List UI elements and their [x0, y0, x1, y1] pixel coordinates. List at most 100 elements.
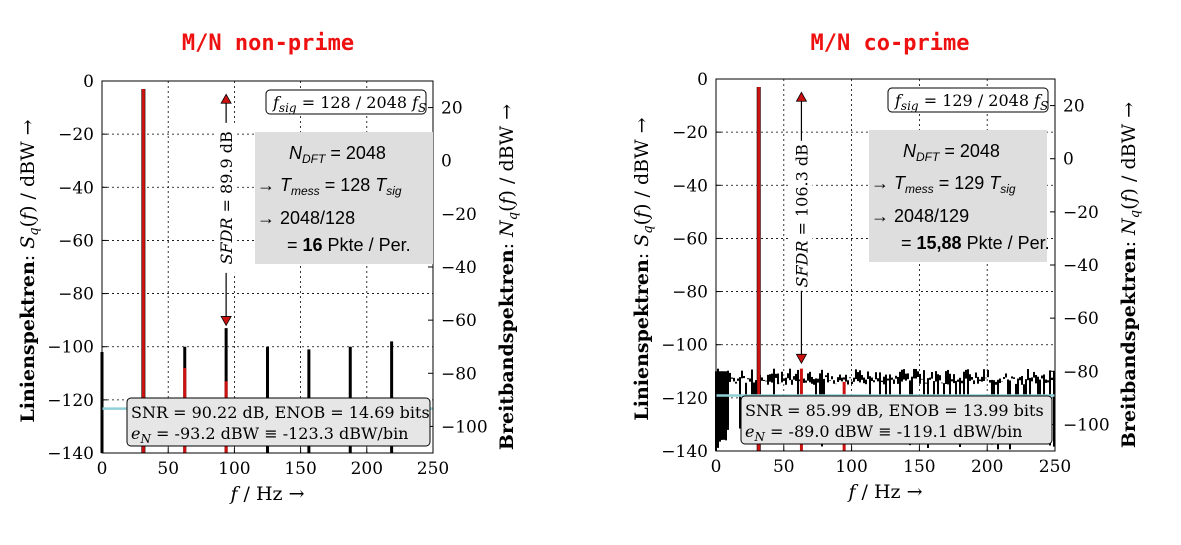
sfdr-arrow-head-up [220, 93, 232, 104]
y2-axis-label-paren: ( [1118, 202, 1140, 209]
snr-box-frame [740, 395, 1053, 445]
y2-tick-label: −60 [1063, 309, 1099, 329]
y2-tick-label: −60 [441, 311, 477, 331]
y2-axis-label-var: N [496, 219, 518, 238]
info-n-sub: DFT [916, 150, 941, 164]
y2-axis-label-word: Breitbandspektren [1118, 247, 1140, 448]
sfdr-label-bg [215, 122, 238, 273]
chart-1: M/N non-prime 0 −20 −40 −60 −80 −100 −120 −140 20… [17, 31, 521, 505]
fsig-var: f [272, 93, 282, 112]
fsig-sub: sig [901, 99, 919, 113]
x-tick-label: 150 [903, 457, 935, 477]
y2-tick-label: −20 [441, 205, 477, 225]
y-axis-label-f: f [17, 210, 39, 222]
chart-title: M/N non-prime [182, 31, 354, 56]
info-line-points: = 15,88 Pkte / Per. [901, 233, 1050, 253]
info-t2-sub: sig [386, 184, 402, 198]
snr-box: SNR = 85.99 dB, ENOB = 13.99 bits eN = -8… [740, 395, 1053, 445]
sfdr-label: SFDR = 106.3 dB [792, 144, 811, 287]
y-axis-label-unit: ) / dBW → [631, 117, 653, 211]
info-n: N [903, 141, 917, 161]
info-t2: T [989, 173, 1002, 193]
info-line-points: = 16 Pkte / Per. [287, 235, 411, 255]
y2-axis-label: Breitbandspektren: Nq(f) / dBW → [496, 104, 521, 450]
fsig-label: fsig = 129 / 2048 fS [894, 91, 1048, 113]
y-tick-label: −140 [47, 444, 94, 464]
y-tick-label: −60 [58, 231, 94, 251]
info-points-bold: 15,88 [917, 233, 962, 253]
sfdr-label-bg [790, 140, 813, 291]
fsig-box: fsig = 129 / 2048 fS [887, 87, 1049, 113]
noise-line: eN = -93.2 dBW ≡ -123.3 dBW/bin [131, 424, 408, 446]
y-axis-label-colon: : [631, 247, 653, 259]
y-axis-label-colon: : [17, 249, 39, 261]
info-eq: = [901, 233, 917, 253]
noise-value: = -93.2 dBW ≡ -123.3 dBW/bin [151, 424, 409, 443]
info-line-ndft: NDFT = 2048 [903, 141, 1000, 164]
y-axis-label-paren: ( [17, 220, 39, 227]
info-arrow: → [871, 173, 894, 193]
x-tick-label: 0 [711, 457, 722, 477]
x-tick-label: 0 [97, 459, 108, 479]
info-box-bg [869, 130, 1047, 262]
noise-value: = -89.0 dBW ≡ -119.1 dBW/bin [765, 422, 1023, 441]
y-tick-label: −20 [58, 125, 94, 145]
snr-line: SNR = 85.99 dB, ENOB = 13.99 bits [745, 401, 1044, 420]
y-axis-label-var: S [631, 234, 653, 247]
y-tick-label: −120 [661, 389, 708, 409]
sfdr-arrow: SFDR = 89.9 dB [215, 93, 238, 327]
info-box: NDFT = 2048 → Tmess = 129 Tsig → 2048/129 =… [869, 130, 1050, 262]
y-tick-label: −40 [58, 178, 94, 198]
fsig-sub: sig [279, 101, 297, 115]
y-tick-label: 0 [83, 72, 94, 92]
y-tick-label: −140 [661, 442, 708, 462]
sfdr-label-value: = 89.9 dB [217, 131, 236, 217]
y2-axis-label-word: Breitbandspektren [496, 249, 518, 450]
x-axis-label-var: f [228, 483, 240, 505]
x-axis-label-var: f [846, 481, 858, 503]
y2-axis-label: Breitbandspektren: Nq(f) / dBW → [1118, 102, 1143, 448]
fsig-value: = 129 / 2048 [919, 91, 1034, 110]
info-n-sub: DFT [302, 152, 327, 166]
info-box: NDFT = 2048 → Tmess = 128 Tsig → 2048/128 =… [255, 132, 433, 264]
fsig-value: = 128 / 2048 [297, 93, 412, 112]
y-tick-label: 0 [697, 70, 708, 90]
y2-axis-label-var: N [1118, 217, 1140, 236]
noise-var: e [131, 424, 140, 443]
sfdr-arrow-head-down [795, 353, 808, 365]
info-line-tmess: → Tmess = 128 Tsig [257, 175, 402, 198]
y-axis-label: Linienspektren: Sq(f) / dBW → [631, 117, 656, 420]
x-tick-label: 200 [351, 459, 383, 479]
y-tick-label: −100 [661, 336, 708, 356]
info-t-sub: mess [905, 182, 934, 196]
y2-tick-label: 0 [441, 152, 452, 172]
info-t-mid: = 129 [934, 173, 990, 193]
noise-line: eN = -89.0 dBW ≡ -119.1 dBW/bin [745, 422, 1022, 444]
y-tick-label: −40 [672, 176, 708, 196]
y-axis-label: Linienspektren: Sq(f) / dBW → [17, 119, 42, 422]
y2-axis-label-sub: q [1128, 210, 1143, 218]
snr-box-frame [126, 397, 431, 447]
info-line-ndft: NDFT = 2048 [289, 143, 386, 166]
info-n-val: = 2048 [325, 143, 386, 163]
sfdr-label-value: = 106.3 dB [792, 144, 811, 240]
fsig-var: f [894, 91, 904, 110]
x-axis-label-unit: / Hz → [238, 483, 305, 505]
info-t-mid: = 128 [320, 175, 376, 195]
x-axis-label: f / Hz → [228, 483, 304, 505]
noise-var: e [745, 422, 754, 441]
noise-sub: N [753, 430, 765, 444]
info-eq: = [287, 235, 303, 255]
snr-line: SNR = 90.22 dB, ENOB = 14.69 bits [131, 403, 430, 422]
y-tick-label: −20 [672, 123, 708, 143]
fsig-box: fsig = 128 / 2048 fS [265, 89, 427, 115]
fsig-fs-sub: S [1040, 99, 1048, 113]
fsig-box-frame [265, 89, 427, 115]
y-axis-label-var: S [17, 236, 39, 249]
noise-sub: N [139, 432, 151, 446]
y2-tick-label: −40 [441, 258, 477, 278]
info-points-bold: 16 [303, 235, 323, 255]
y2-tick-label: −100 [1063, 415, 1110, 435]
y-axis-label-paren: ( [631, 218, 653, 225]
